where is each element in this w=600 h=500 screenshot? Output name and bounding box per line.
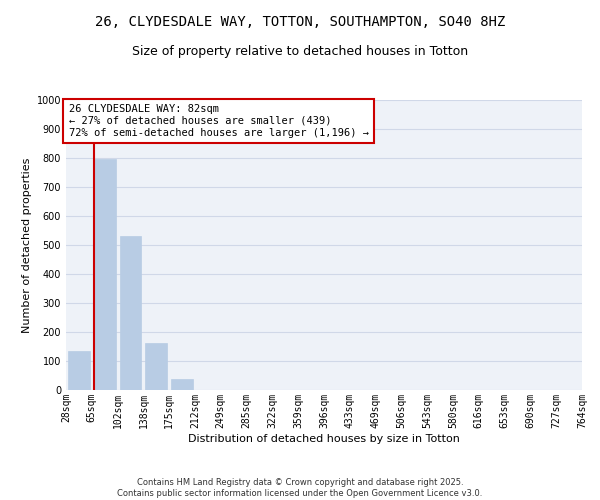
Y-axis label: Number of detached properties: Number of detached properties [22,158,32,332]
Bar [68,351,90,390]
Bar [171,379,193,390]
Text: 26, CLYDESDALE WAY, TOTTON, SOUTHAMPTON, SO40 8HZ: 26, CLYDESDALE WAY, TOTTON, SOUTHAMPTON,… [95,15,505,29]
Bar [145,343,167,390]
X-axis label: Distribution of detached houses by size in Totton: Distribution of detached houses by size … [188,434,460,444]
Bar [119,236,142,390]
Text: 26 CLYDESDALE WAY: 82sqm
← 27% of detached houses are smaller (439)
72% of semi-: 26 CLYDESDALE WAY: 82sqm ← 27% of detach… [68,104,368,138]
Bar [94,160,116,390]
Text: Contains HM Land Registry data © Crown copyright and database right 2025.
Contai: Contains HM Land Registry data © Crown c… [118,478,482,498]
Text: Size of property relative to detached houses in Totton: Size of property relative to detached ho… [132,45,468,58]
